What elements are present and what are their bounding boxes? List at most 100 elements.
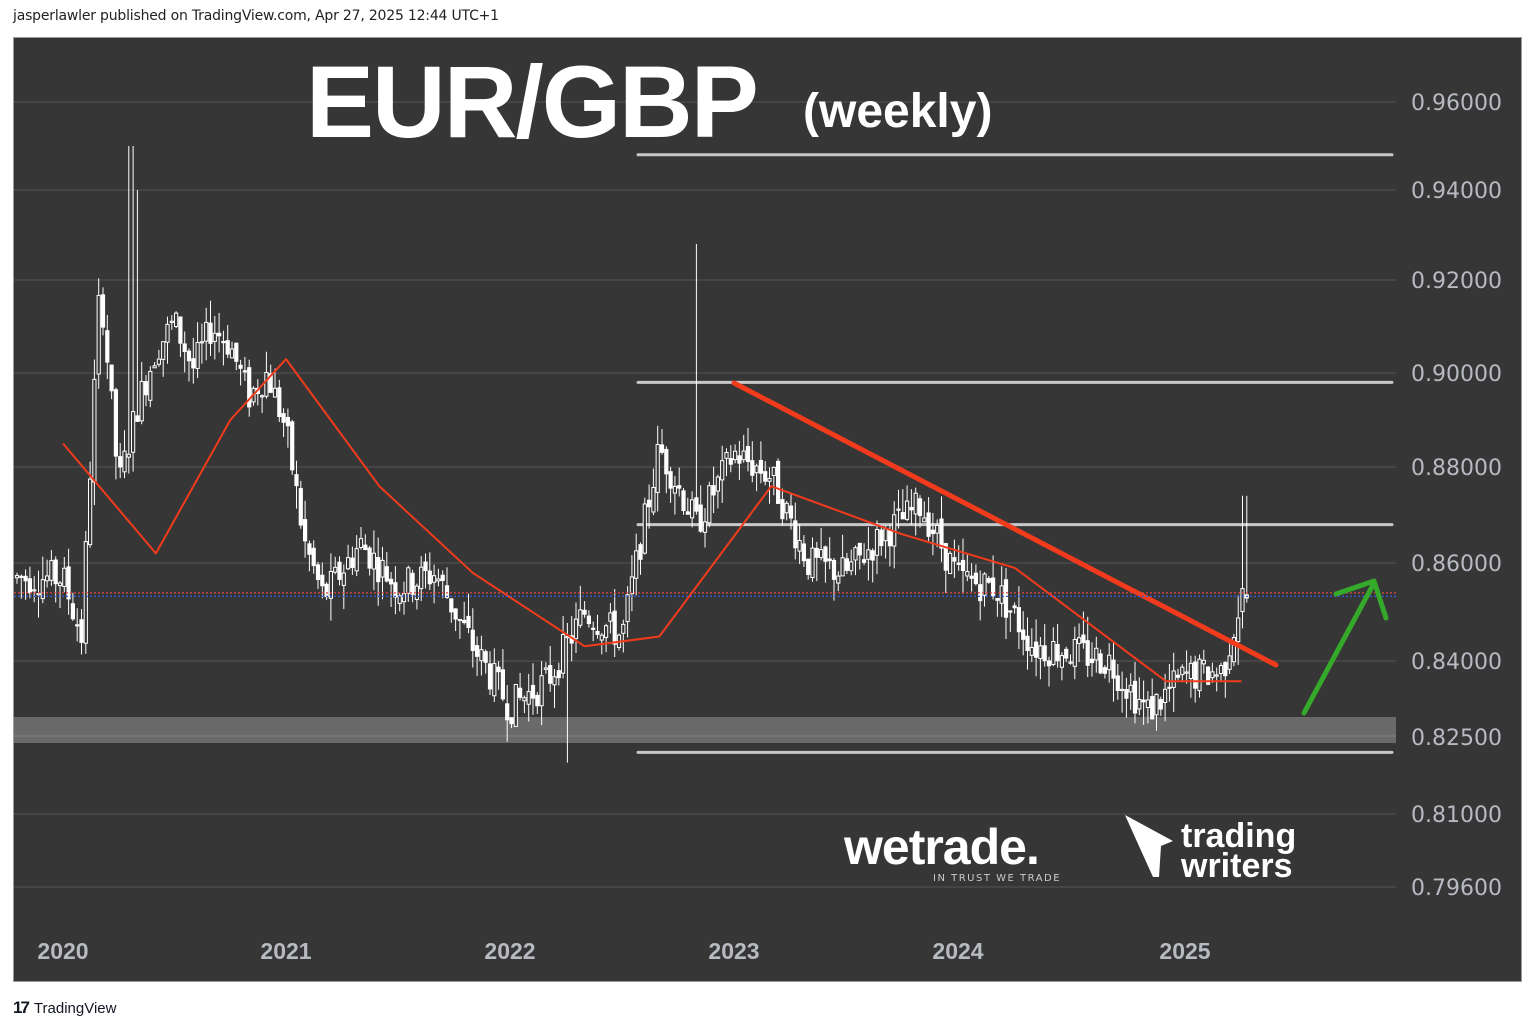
candle[interactable] (350, 546, 355, 575)
candle[interactable] (698, 485, 703, 533)
candle[interactable] (866, 527, 871, 581)
candle[interactable] (1012, 602, 1017, 614)
candle[interactable] (625, 586, 630, 638)
candle[interactable] (479, 635, 484, 676)
candle[interactable] (1244, 495, 1249, 603)
candle[interactable] (707, 481, 712, 528)
candle[interactable] (530, 663, 536, 715)
chart-panel[interactable]: 0.96000 0.94000 0.92000 0.90000 0.88000 0.860… (13, 37, 1522, 982)
candle[interactable] (337, 556, 342, 586)
candle[interactable] (264, 351, 269, 399)
candle[interactable] (358, 526, 364, 550)
candle[interactable] (745, 427, 751, 472)
candle[interactable] (690, 491, 695, 528)
candle[interactable] (1046, 656, 1052, 687)
candle[interactable] (973, 564, 978, 586)
candle[interactable] (1034, 619, 1039, 677)
candle[interactable] (49, 550, 54, 586)
candle[interactable] (328, 553, 333, 621)
support-zone[interactable] (14, 717, 1396, 743)
candle[interactable] (367, 545, 372, 576)
candle[interactable] (763, 461, 768, 486)
candle[interactable] (70, 592, 75, 621)
candle[interactable] (247, 359, 252, 417)
candle[interactable] (1210, 662, 1215, 683)
candle[interactable] (952, 539, 957, 578)
candle[interactable] (900, 489, 905, 520)
candle[interactable] (204, 307, 209, 361)
price-chart[interactable]: 0.96000 0.94000 0.92000 0.90000 0.88000 0.860… (14, 38, 1521, 981)
candle[interactable] (401, 581, 407, 615)
candle[interactable] (131, 146, 136, 472)
candle[interactable] (1180, 664, 1185, 683)
candle[interactable] (272, 368, 278, 398)
candle[interactable] (229, 341, 235, 359)
candle[interactable] (475, 636, 480, 676)
candle[interactable] (948, 550, 953, 575)
candle[interactable] (135, 190, 140, 422)
candle[interactable] (36, 570, 41, 618)
candle[interactable] (913, 487, 918, 536)
candle[interactable] (324, 582, 329, 601)
candle[interactable] (148, 366, 153, 408)
candle[interactable] (1137, 677, 1142, 716)
candle[interactable] (664, 446, 669, 494)
candle[interactable] (440, 570, 445, 599)
candle[interactable] (1184, 650, 1189, 684)
candle[interactable] (733, 444, 738, 464)
candle[interactable] (1128, 673, 1133, 710)
candle[interactable] (896, 489, 901, 529)
candle[interactable] (754, 463, 759, 492)
candle[interactable] (702, 508, 708, 548)
candle[interactable] (1201, 649, 1206, 674)
candle[interactable] (1193, 655, 1198, 703)
candle[interactable] (234, 342, 239, 371)
candle[interactable] (539, 661, 544, 726)
candle[interactable] (27, 566, 33, 599)
candle[interactable] (19, 574, 24, 599)
candle[interactable] (152, 362, 157, 369)
candle[interactable] (500, 649, 505, 702)
candle[interactable] (604, 623, 609, 653)
candle[interactable] (634, 533, 639, 596)
candle[interactable] (986, 575, 991, 584)
candle[interactable] (767, 467, 772, 504)
candle[interactable] (1227, 642, 1232, 674)
candle[interactable] (991, 555, 996, 600)
candle[interactable] (1029, 628, 1034, 662)
candle[interactable] (1214, 667, 1219, 692)
candle[interactable] (1042, 624, 1047, 667)
candle[interactable] (1240, 495, 1245, 629)
candle[interactable] (930, 513, 935, 556)
candle[interactable] (870, 548, 875, 583)
candle[interactable] (784, 501, 789, 521)
candle[interactable] (406, 565, 411, 602)
candle[interactable] (363, 534, 368, 551)
candle[interactable] (578, 585, 583, 629)
candle[interactable] (621, 619, 626, 653)
candle[interactable] (268, 364, 273, 394)
candle[interactable] (995, 598, 1000, 617)
candle[interactable] (677, 467, 682, 497)
candle[interactable] (1124, 677, 1129, 718)
candle[interactable] (831, 558, 837, 601)
candle[interactable] (492, 648, 497, 702)
candle[interactable] (191, 337, 196, 384)
candle[interactable] (715, 474, 720, 509)
candle[interactable] (470, 608, 475, 668)
candle[interactable] (333, 556, 338, 575)
candle[interactable] (1167, 664, 1172, 702)
candle[interactable] (1175, 668, 1181, 681)
candle[interactable] (1102, 664, 1108, 679)
candle[interactable] (586, 610, 591, 628)
candle[interactable] (14, 572, 20, 584)
candle[interactable] (354, 535, 359, 577)
candle[interactable] (892, 501, 897, 569)
candle[interactable] (840, 534, 845, 577)
candle[interactable] (298, 480, 303, 529)
candle[interactable] (380, 546, 385, 600)
candle[interactable] (397, 592, 402, 612)
candle[interactable] (462, 601, 467, 625)
candle[interactable] (651, 468, 656, 516)
downtrend-line[interactable] (731, 380, 1279, 668)
